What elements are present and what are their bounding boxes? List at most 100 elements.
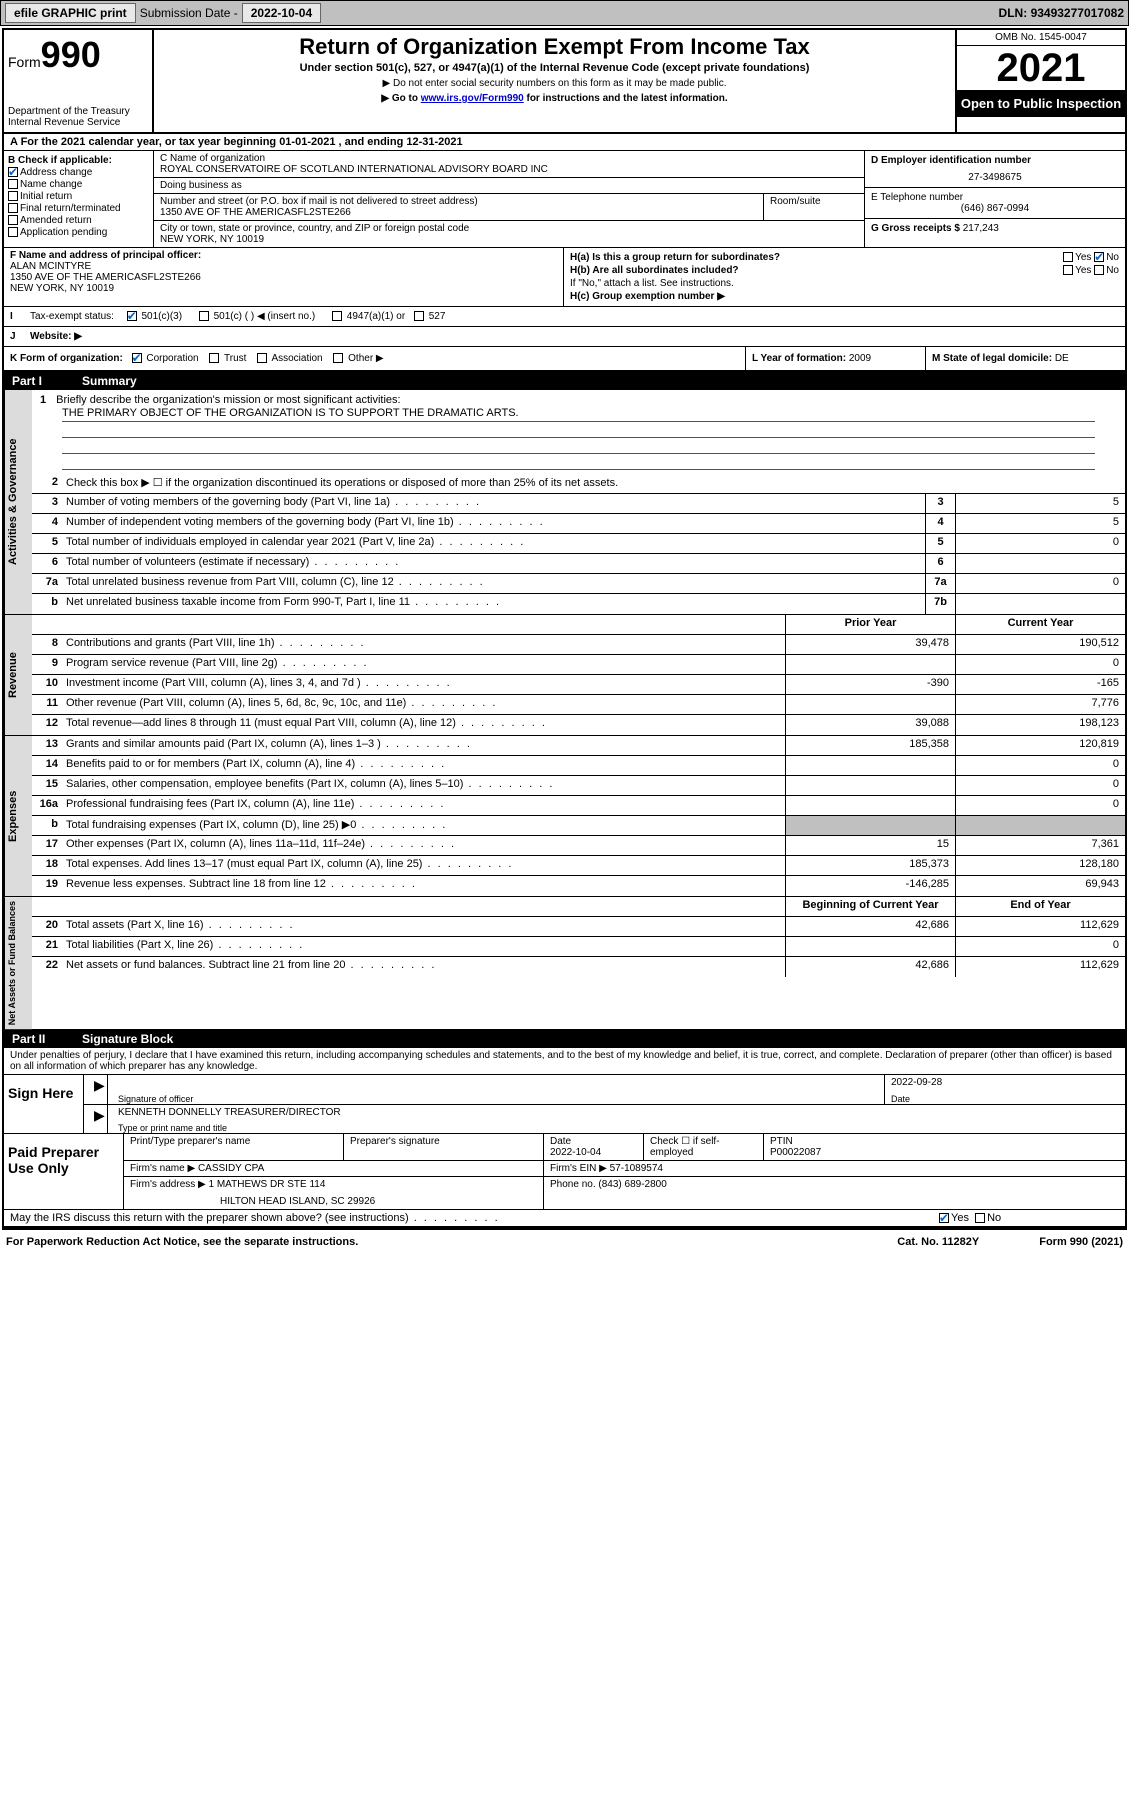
data-row: 20Total assets (Part X, line 16)42,68611… (32, 917, 1125, 937)
form-number: Form990 (8, 34, 148, 76)
gov-row: 5Total number of individuals employed in… (32, 534, 1125, 554)
chk-address[interactable]: Address change (8, 167, 149, 178)
cat-no: Cat. No. 11282Y (897, 1236, 979, 1248)
header-mid: Return of Organization Exempt From Incom… (154, 30, 955, 132)
hb-note: If "No," attach a list. See instructions… (570, 278, 1119, 289)
note-link: ▶ Go to www.irs.gov/Form990 for instruct… (162, 93, 947, 104)
sig-officer-label: Signature of officer (118, 1094, 193, 1104)
prep-name-label: Print/Type preparer's name (124, 1134, 344, 1160)
row-a-period: A For the 2021 calendar year, or tax yea… (4, 134, 1125, 151)
row-i: I Tax-exempt status: 501(c)(3) 501(c) ( … (4, 307, 1125, 327)
top-bar: efile GRAPHIC print Submission Date - 20… (0, 0, 1129, 26)
discuss-row: May the IRS discuss this return with the… (4, 1210, 1125, 1228)
paid-preparer-block: Paid Preparer Use Only Print/Type prepar… (4, 1134, 1125, 1210)
org-name: ROYAL CONSERVATOIRE OF SCOTLAND INTERNAT… (160, 164, 858, 175)
col-d: D Employer identification number 27-3498… (865, 151, 1125, 247)
firm-name: CASSIDY CPA (198, 1163, 264, 1174)
chk-name[interactable]: Name change (8, 179, 149, 190)
officer-name: ALAN MCINTYRE (10, 261, 557, 272)
data-row: 9Program service revenue (Part VIII, lin… (32, 655, 1125, 675)
officer-addr2: NEW YORK, NY 10019 (10, 283, 557, 294)
paperwork-notice: For Paperwork Reduction Act Notice, see … (6, 1236, 358, 1248)
header-right: OMB No. 1545-0047 2021 Open to Public In… (955, 30, 1125, 132)
submission-date[interactable]: 2022-10-04 (242, 3, 321, 23)
page-footer: For Paperwork Reduction Act Notice, see … (0, 1232, 1129, 1252)
chk-pending[interactable]: Application pending (8, 227, 149, 238)
netassets-section: Net Assets or Fund Balances Beginning of… (4, 897, 1125, 1030)
sign-here-block: Sign Here ▶ Signature of officer 2022-09… (4, 1075, 1125, 1134)
data-row: 16aProfessional fundraising fees (Part I… (32, 796, 1125, 816)
note-ssn: ▶ Do not enter social security numbers o… (162, 78, 947, 89)
gross-label: G Gross receipts $ (871, 223, 960, 234)
submission-label: Submission Date - (140, 6, 238, 20)
gov-row: 4Number of independent voting members of… (32, 514, 1125, 534)
phone-value: (646) 867-0994 (871, 203, 1119, 214)
data-row: 12Total revenue—add lines 8 through 11 (… (32, 715, 1125, 735)
form-header: Form990 Department of the Treasury Inter… (4, 30, 1125, 134)
addr-label: Number and street (or P.O. box if mail i… (160, 196, 757, 207)
row-k: K Form of organization: Corporation Trus… (4, 347, 1125, 372)
form-990: Form990 Department of the Treasury Inter… (2, 28, 1127, 1230)
ein-label: D Employer identification number (871, 155, 1119, 166)
data-row: 11Other revenue (Part VIII, column (A), … (32, 695, 1125, 715)
netassets-header: Beginning of Current Year End of Year (32, 897, 1125, 917)
dept-treasury: Department of the Treasury (8, 106, 148, 117)
data-row: 21Total liabilities (Part X, line 26)0 (32, 937, 1125, 957)
b-label: B Check if applicable: (8, 155, 149, 166)
governance-section: Activities & Governance 1Briefly describ… (4, 390, 1125, 615)
prep-selfemp: Check ☐ if self-employed (644, 1134, 764, 1160)
ha-row: H(a) Is this a group return for subordin… (570, 252, 1119, 263)
phone-label: E Telephone number (871, 192, 1119, 203)
hc-row: H(c) Group exemption number ▶ (570, 291, 1119, 302)
form-ref: Form 990 (2021) (1039, 1236, 1123, 1248)
efile-button[interactable]: efile GRAPHIC print (5, 3, 136, 23)
header-left: Form990 Department of the Treasury Inter… (4, 30, 154, 132)
c-name-label: C Name of organization (160, 153, 858, 164)
mission-block: 1Briefly describe the organization's mis… (32, 390, 1125, 474)
sig-date: 2022-09-28 (891, 1077, 1119, 1088)
suite-label: Room/suite (764, 194, 864, 220)
data-row: 18Total expenses. Add lines 13–17 (must … (32, 856, 1125, 876)
penalty-text: Under penalties of perjury, I declare th… (4, 1048, 1125, 1075)
chk-amended[interactable]: Amended return (8, 215, 149, 226)
section-fgh: F Name and address of principal officer:… (4, 248, 1125, 307)
revenue-section: Revenue Prior Year Current Year 8Contrib… (4, 615, 1125, 736)
open-inspection: Open to Public Inspection (957, 90, 1125, 117)
tax-year: 2021 (957, 46, 1125, 90)
irs-label: Internal Revenue Service (8, 117, 148, 128)
officer-printed-label: Type or print name and title (118, 1123, 227, 1133)
col-f-officer: F Name and address of principal officer:… (4, 248, 564, 306)
f-label: F Name and address of principal officer: (10, 250, 557, 261)
ein-value: 27-3498675 (871, 172, 1119, 183)
dln: DLN: 93493277017082 (999, 6, 1124, 20)
sig-date-label: Date (891, 1094, 910, 1104)
prep-sig-label: Preparer's signature (344, 1134, 544, 1160)
side-governance: Activities & Governance (4, 390, 32, 614)
firm-addr2: HILTON HEAD ISLAND, SC 29926 (220, 1196, 537, 1207)
chk-initial[interactable]: Initial return (8, 191, 149, 202)
gov-row: bNet unrelated business taxable income f… (32, 594, 1125, 614)
data-row: 8Contributions and grants (Part VIII, li… (32, 635, 1125, 655)
mission-text: THE PRIMARY OBJECT OF THE ORGANIZATION I… (62, 406, 1095, 422)
data-row: 17Other expenses (Part IX, column (A), l… (32, 836, 1125, 856)
dba-label: Doing business as (160, 180, 858, 191)
side-netassets: Net Assets or Fund Balances (4, 897, 32, 1029)
sign-here-label: Sign Here (4, 1075, 84, 1133)
part1-header: Part I Summary (4, 372, 1125, 390)
paid-preparer-label: Paid Preparer Use Only (4, 1134, 124, 1209)
firm-ein: 57-1089574 (610, 1163, 663, 1174)
data-row: 22Net assets or fund balances. Subtract … (32, 957, 1125, 977)
gov-row: 7aTotal unrelated business revenue from … (32, 574, 1125, 594)
officer-addr1: 1350 AVE OF THE AMERICASFL2STE266 (10, 272, 557, 283)
chk-final[interactable]: Final return/terminated (8, 203, 149, 214)
section-bcd: B Check if applicable: Address change Na… (4, 151, 1125, 248)
city-value: NEW YORK, NY 10019 (160, 234, 858, 245)
ptin: P00022087 (770, 1147, 821, 1158)
col-b-checkboxes: B Check if applicable: Address change Na… (4, 151, 154, 247)
row-j: J Website: ▶ (4, 327, 1125, 347)
irs-link[interactable]: www.irs.gov/Form990 (421, 93, 524, 104)
revenue-header: Prior Year Current Year (32, 615, 1125, 635)
data-row: 15Salaries, other compensation, employee… (32, 776, 1125, 796)
firm-addr1: 1 MATHEWS DR STE 114 (209, 1179, 326, 1190)
data-row: 14Benefits paid to or for members (Part … (32, 756, 1125, 776)
